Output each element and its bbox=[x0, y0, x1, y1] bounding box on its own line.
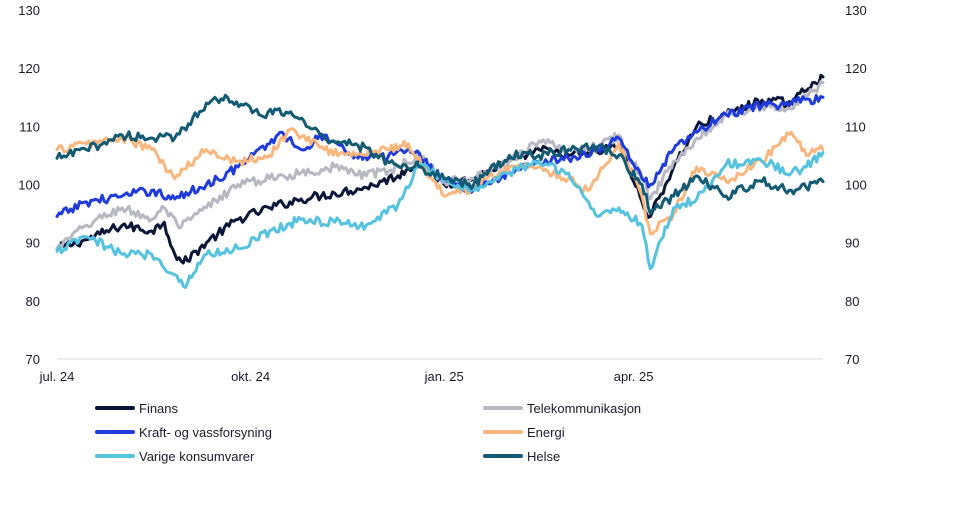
series-line-finans bbox=[55, 73, 825, 265]
x-tick-label: apr. 25 bbox=[614, 369, 654, 384]
y-axis-right: 70 80 90 100 110 120 130 bbox=[845, 3, 867, 367]
series-line-helse bbox=[55, 93, 825, 216]
legend-item: Kraft- og vassforsyning bbox=[95, 422, 272, 442]
legend-swatch bbox=[483, 406, 523, 410]
series-lines bbox=[55, 73, 825, 289]
legend-item: Energi bbox=[483, 422, 565, 442]
legend-swatch bbox=[483, 454, 523, 458]
y-tick-label-right: 90 bbox=[845, 236, 859, 251]
x-tick-label: jan. 25 bbox=[424, 369, 464, 384]
series-line-telekommunikasjon bbox=[55, 80, 825, 250]
legend-item: Helse bbox=[483, 446, 560, 466]
x-tick-label: okt. 24 bbox=[231, 369, 270, 384]
y-tick-label-right: 120 bbox=[845, 61, 867, 76]
legend-label: Varige konsumvarer bbox=[139, 448, 255, 464]
y-tick-label-right: 110 bbox=[845, 119, 866, 134]
y-tick-label-left: 100 bbox=[18, 178, 40, 193]
legend-item: Varige konsumvarer bbox=[95, 446, 254, 466]
y-tick-label-right: 130 bbox=[845, 3, 867, 18]
y-axis-left: 70 80 90 100 110 120 130 bbox=[18, 3, 40, 367]
legend-swatch bbox=[95, 454, 135, 458]
legend-label: Kraft- og vassforsyning bbox=[139, 424, 272, 440]
legend-item: Telekommunikasjon bbox=[483, 398, 641, 418]
y-tick-label-right: 80 bbox=[845, 294, 859, 309]
series-line-kraft-og-vassforsyning bbox=[55, 94, 825, 218]
legend-swatch bbox=[483, 430, 523, 434]
y-tick-label-left: 90 bbox=[26, 236, 40, 251]
legend-label: Finans bbox=[139, 400, 179, 416]
legend-label: Helse bbox=[527, 448, 561, 464]
y-tick-label-left: 120 bbox=[18, 61, 40, 76]
y-tick-label-left: 130 bbox=[18, 3, 40, 18]
legend-label: Telekommunikasjon bbox=[527, 400, 642, 416]
x-tick-label: jul. 24 bbox=[39, 369, 75, 384]
y-tick-label-right: 70 bbox=[845, 352, 859, 367]
legend-swatch bbox=[95, 430, 135, 434]
y-tick-label-left: 70 bbox=[26, 352, 40, 367]
x-axis: jul. 24 okt. 24 jan. 25 apr. 25 bbox=[39, 369, 654, 384]
y-tick-label-left: 80 bbox=[26, 294, 40, 309]
y-tick-label-left: 110 bbox=[19, 119, 40, 134]
legend-swatch bbox=[95, 406, 135, 410]
legend-item: Finans bbox=[95, 398, 178, 418]
series-line-energi bbox=[55, 127, 825, 236]
y-tick-label-right: 100 bbox=[845, 178, 867, 193]
legend-label: Energi bbox=[527, 424, 565, 440]
